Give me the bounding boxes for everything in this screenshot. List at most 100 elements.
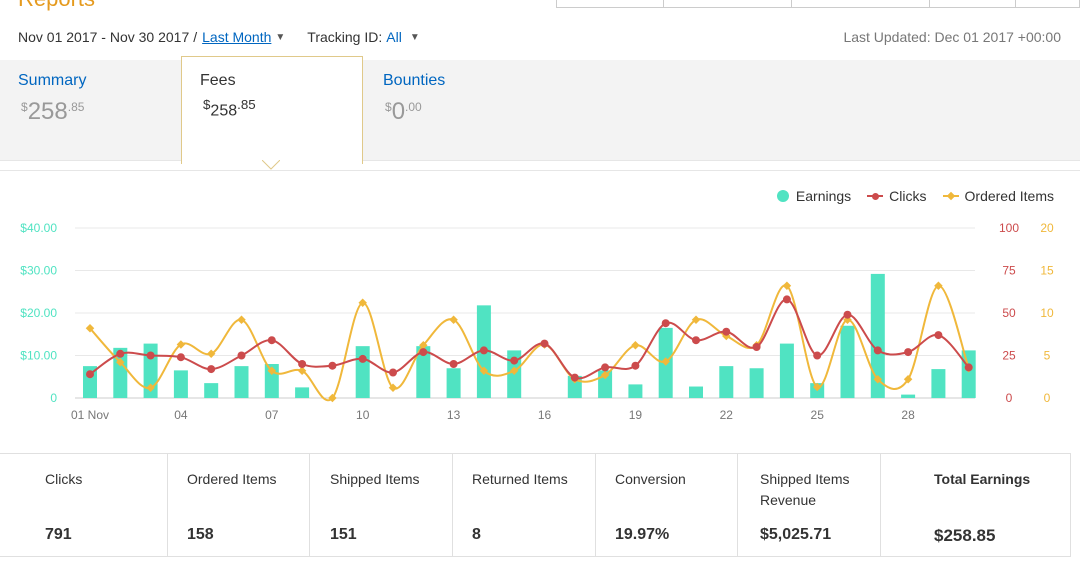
toolbar-button[interactable] [930,0,1016,8]
toolbar [556,0,1080,10]
ordered-items-point [419,341,428,350]
currency-symbol: $ [203,97,211,112]
x-axis-tick-label: 28 [901,408,915,422]
toolbar-button[interactable] [556,0,664,8]
clicks-line-icon [867,191,884,201]
clicks-point [964,363,973,372]
left-axis-tick-label: $30.00 [20,264,57,278]
metric-label: Shipped Items [330,471,420,487]
tracking-id-dropdown[interactable]: All [386,29,402,45]
ordered-line-icon [942,191,959,201]
tab-fees[interactable]: Fees $258.85 [181,56,363,164]
metric-value: 791 [45,526,72,543]
clicks-point [479,346,488,355]
page-title: Reports [18,0,95,12]
earnings-bar [749,368,764,398]
tab-bounties[interactable]: Bounties $0.00 [383,60,543,160]
ordered-items-point [631,341,640,350]
x-axis-tick-label: 22 [720,408,734,422]
clicks-axis-tick-label: 100 [999,221,1019,235]
tab-summary[interactable]: Summary $258.85 [18,60,178,160]
metric-conversion: Conversion 19.97% [596,454,738,556]
left-axis-tick-label: $20.00 [20,306,57,320]
clicks-point [449,360,458,368]
metric-ordered-items: Ordered Items 158 [168,454,310,556]
metric-label: Ordered Items [187,471,277,487]
earnings-bar [719,366,734,398]
clicks-point [358,354,367,363]
earnings-bar [113,347,128,398]
earnings-bar [870,273,885,398]
clicks-point [176,353,185,362]
left-axis-tick-label: $10.00 [20,349,57,363]
metric-value: 158 [187,526,214,543]
clicks-point [146,351,155,360]
legend-earnings[interactable]: Earnings [776,188,851,204]
clicks-axis-tick-label: 0 [1006,391,1013,405]
earnings-bar [355,346,370,398]
toolbar-button[interactable] [792,0,930,8]
ordered-items-point [206,349,216,359]
x-axis-tick-label: 13 [447,408,461,422]
clicks-point [116,349,125,358]
toolbar-button[interactable] [1016,0,1080,8]
clicks-point [267,336,276,345]
ordered-items-point [449,315,458,325]
ordered-items-point [388,383,398,393]
legend-clicks[interactable]: Clicks [867,188,927,204]
caret-down-icon[interactable]: ▼ [409,31,420,43]
clicks-point [601,363,610,372]
earnings-bar [446,368,461,398]
currency-symbol: $ [21,100,28,114]
earnings-chart: 0 0 0 $10.00 25 5 $20.00 50 10 $30.00 75 15 $40.00 10… [20,221,1054,422]
last-updated: Last Updated: Dec 01 2017 +00:00 [843,29,1061,45]
clicks-point [692,336,700,345]
earnings-bar [295,387,310,398]
metric-label: Returned Items [472,471,568,487]
legend-ordered-label: Ordered Items [964,188,1054,204]
metric-label: Conversion [615,471,686,487]
tab-fees-amount: $258.85 [203,97,256,120]
tab-summary-label: Summary [18,72,87,89]
earnings-bar [901,394,916,398]
metric-value: $5,025.71 [760,526,832,543]
metric-total-earnings: Total Earnings $258.85 [881,454,1071,556]
x-axis-tick-label: 04 [174,408,188,422]
ordered-items-point [85,324,95,333]
earnings-bar [628,384,643,398]
ordered-axis-tick-label: 0 [1044,391,1051,405]
left-axis-tick-label: $40.00 [20,221,57,235]
date-range: Nov 01 2017 - Nov 30 2017 [18,29,190,45]
date-separator: / [193,29,198,45]
legend-ordered-items[interactable]: Ordered Items [942,188,1054,204]
ordered-items-line [89,284,970,402]
ordered-items-point [176,340,186,349]
clicks-point [510,356,519,365]
earnings-dot-icon [776,190,789,202]
toolbar-button[interactable] [664,0,792,8]
tab-summary-amount: $258.85 [21,98,84,126]
x-axis-tick-label: 01 Nov [71,408,109,422]
metric-shipped-items: Shipped Items 151 [310,454,453,556]
period-dropdown[interactable]: Last Month [202,29,272,45]
clicks-point [661,319,670,328]
metric-label: Shipped Items Revenue [760,471,850,508]
metrics-bar: Clicks 791 Ordered Items 158 Shipped Ite… [0,453,1071,557]
clicks-point [237,351,246,360]
caret-down-icon[interactable]: ▼ [275,31,286,43]
clicks-point [328,361,337,370]
clicks-point [389,368,397,377]
clicks-point [813,351,822,360]
earnings-bar [779,343,794,398]
clicks-point [904,348,913,357]
ordered-items-point [116,358,125,367]
clicks-point [843,310,852,319]
amount-cents: .85 [237,97,256,112]
clicks-point [540,339,549,348]
earnings-bar [204,383,219,398]
ordered-items-point [237,315,246,325]
earnings-bar [689,386,703,398]
clicks-point [86,370,94,379]
clicks-point [419,348,428,357]
amount-cents: .00 [405,100,422,114]
